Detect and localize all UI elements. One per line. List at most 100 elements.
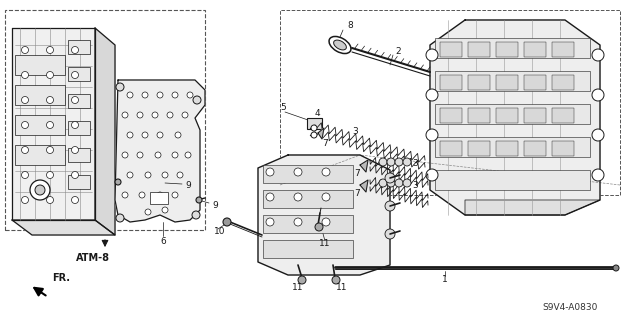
Circle shape (385, 173, 395, 183)
Bar (68, 148, 90, 162)
Bar (15, 115, 65, 135)
Circle shape (385, 201, 395, 211)
Circle shape (332, 276, 340, 284)
Circle shape (379, 179, 387, 187)
Circle shape (47, 147, 54, 154)
Circle shape (47, 196, 54, 204)
Bar (496, 108, 518, 123)
Circle shape (139, 192, 145, 198)
Bar (435, 38, 590, 58)
Circle shape (22, 97, 29, 103)
Circle shape (426, 129, 438, 141)
Polygon shape (360, 160, 368, 172)
Circle shape (47, 172, 54, 179)
Circle shape (294, 168, 302, 176)
Polygon shape (360, 180, 368, 192)
Circle shape (182, 112, 188, 118)
Bar (496, 75, 518, 90)
Text: 5: 5 (280, 103, 286, 113)
Circle shape (315, 223, 323, 231)
Circle shape (30, 180, 50, 200)
Circle shape (72, 172, 79, 179)
Polygon shape (12, 28, 95, 220)
Bar (524, 108, 546, 123)
Bar (468, 141, 490, 156)
Polygon shape (115, 80, 205, 222)
Circle shape (47, 71, 54, 78)
Bar (435, 137, 590, 157)
Text: 7: 7 (354, 188, 360, 197)
Bar (435, 71, 590, 91)
Bar (440, 108, 462, 123)
Circle shape (192, 211, 200, 219)
Circle shape (162, 172, 168, 178)
Bar (263, 190, 353, 208)
Circle shape (22, 46, 29, 53)
Bar (552, 141, 574, 156)
Bar (552, 75, 574, 90)
Bar (263, 215, 353, 233)
Circle shape (266, 218, 274, 226)
Polygon shape (12, 220, 115, 235)
Circle shape (266, 193, 274, 201)
Text: S9V4-A0830: S9V4-A0830 (542, 303, 598, 313)
Bar (440, 141, 462, 156)
Text: 11: 11 (319, 238, 331, 247)
Circle shape (47, 122, 54, 129)
Text: 4: 4 (314, 108, 320, 117)
Text: 8: 8 (347, 21, 353, 30)
Circle shape (187, 92, 193, 98)
Circle shape (145, 172, 151, 178)
Bar (468, 42, 490, 57)
Text: 6: 6 (160, 236, 166, 245)
Text: 11: 11 (336, 283, 348, 292)
Circle shape (22, 196, 29, 204)
Bar (68, 67, 90, 81)
Circle shape (142, 132, 148, 138)
Bar (524, 75, 546, 90)
Circle shape (22, 71, 29, 78)
Circle shape (116, 214, 124, 222)
Circle shape (127, 172, 133, 178)
Bar (552, 42, 574, 57)
Circle shape (127, 92, 133, 98)
Bar (15, 145, 65, 165)
Circle shape (122, 152, 128, 158)
Circle shape (592, 169, 604, 181)
Circle shape (162, 207, 168, 213)
Circle shape (379, 158, 387, 166)
Circle shape (145, 209, 151, 215)
Circle shape (47, 97, 54, 103)
Bar (150, 192, 168, 204)
Text: 3: 3 (412, 180, 418, 189)
Bar (68, 121, 90, 135)
Text: 9: 9 (185, 181, 191, 190)
Text: 3: 3 (412, 159, 418, 169)
Circle shape (137, 152, 143, 158)
Ellipse shape (333, 40, 346, 50)
Circle shape (322, 168, 330, 176)
Circle shape (157, 192, 163, 198)
Circle shape (613, 265, 619, 271)
Polygon shape (465, 200, 600, 215)
Polygon shape (258, 155, 390, 275)
Circle shape (72, 46, 79, 53)
Polygon shape (95, 28, 115, 235)
Circle shape (311, 132, 317, 138)
Circle shape (22, 147, 29, 154)
Bar (552, 108, 574, 123)
Bar (5, 10, 205, 230)
Circle shape (426, 89, 438, 101)
Polygon shape (430, 20, 600, 215)
Circle shape (122, 192, 128, 198)
Bar (68, 175, 90, 189)
Circle shape (385, 229, 395, 239)
Text: 1: 1 (442, 276, 448, 284)
Circle shape (395, 158, 403, 166)
Bar (524, 141, 546, 156)
Circle shape (22, 122, 29, 129)
Circle shape (426, 49, 438, 61)
Circle shape (175, 132, 181, 138)
Polygon shape (318, 128, 324, 139)
Circle shape (157, 92, 163, 98)
